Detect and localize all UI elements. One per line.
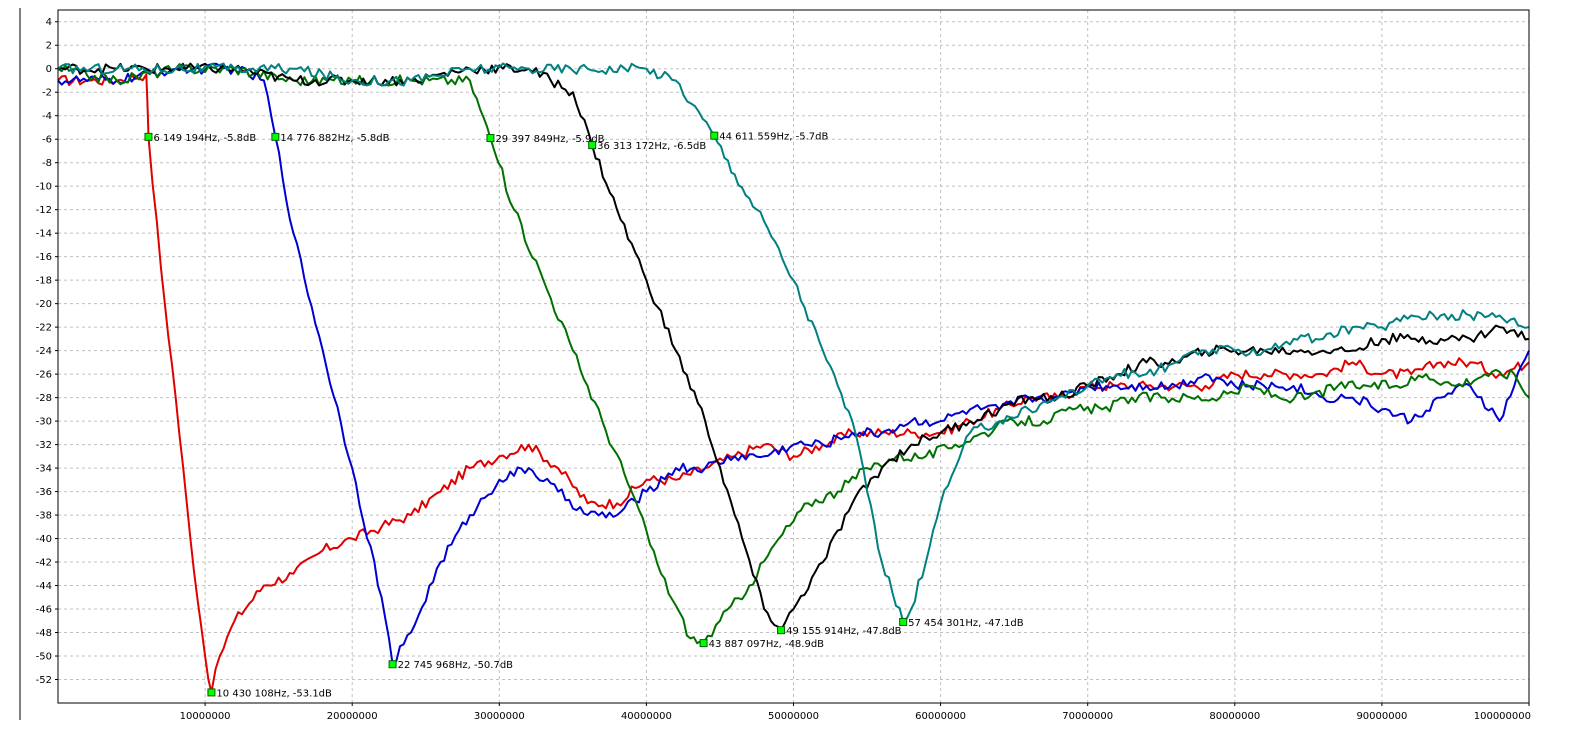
y-tick-label: 0 <box>46 64 52 75</box>
y-tick-label: -40 <box>36 534 52 545</box>
marker-point <box>271 132 280 141</box>
series-lines <box>57 62 1530 694</box>
x-tick-label: 10000000 <box>180 711 231 722</box>
y-tick-label: -42 <box>36 558 52 569</box>
marker-label: 44 611 559Hz, -5.7dB <box>719 132 828 143</box>
series-line-5 <box>57 62 1530 623</box>
x-tick-label: 20000000 <box>327 711 378 722</box>
marker-point <box>207 688 216 697</box>
y-tick-label: -12 <box>36 205 52 216</box>
y-tick-label: -18 <box>36 276 52 287</box>
y-tick-label: -32 <box>36 440 52 451</box>
x-axis-tick-labels: 10000000 20000000 30000000 40000000 50000000… <box>180 703 1531 722</box>
y-tick-label: -44 <box>36 581 52 592</box>
marker-label: 49 155 914Hz, -47.8dB <box>786 626 902 637</box>
plot-frame <box>57 9 1530 704</box>
marker-label: 22 745 968Hz, -50.7dB <box>398 660 514 671</box>
y-tick-label: -50 <box>36 652 52 663</box>
y-tick-label: -52 <box>36 675 52 686</box>
y-tick-label: -30 <box>36 417 52 428</box>
y-tick-label: -8 <box>42 158 52 169</box>
y-tick-label: 4 <box>46 17 52 28</box>
y-tick-label: -6 <box>42 135 52 146</box>
y-tick-label: -46 <box>36 605 52 616</box>
x-tick-label: 30000000 <box>474 711 525 722</box>
marker-point <box>699 639 708 648</box>
x-tick-label: 90000000 <box>1356 711 1407 722</box>
marker-label: 14 776 882Hz, -5.8dB <box>280 133 389 144</box>
marker-label: 57 454 301Hz, -47.1dB <box>908 618 1024 629</box>
marker-label: 36 313 172Hz, -6.5dB <box>597 141 706 152</box>
marker-point <box>588 141 597 150</box>
y-tick-label: -14 <box>36 229 52 240</box>
y-tick-label: -36 <box>36 487 52 498</box>
x-tick-label: 80000000 <box>1209 711 1260 722</box>
marker-label: 10 430 108Hz, -53.1dB <box>216 688 332 699</box>
x-tick-label: 70000000 <box>1062 711 1113 722</box>
marker-point <box>899 617 908 626</box>
y-tick-label: -34 <box>36 464 52 475</box>
y-tick-label: -26 <box>36 370 52 381</box>
y-tick-label: -10 <box>36 182 52 193</box>
marker-label: 29 397 849Hz, -5.9dB <box>495 134 604 145</box>
marker-label: 6 149 194Hz, -5.8dB <box>153 133 256 144</box>
series-line-4 <box>57 62 1530 632</box>
x-tick-label: 100000000 <box>1474 711 1531 722</box>
y-axis-tick-labels: 4 2 0 -2 -4 -6 -8 -10 -12 -14 -16 -18 -20 -22 -24 -26 -2… <box>36 17 58 686</box>
grid-lines <box>58 10 1530 703</box>
y-tick-label: 2 <box>46 41 52 52</box>
series-line-2 <box>57 62 1530 666</box>
y-tick-label: -28 <box>36 393 52 404</box>
y-tick-label: -48 <box>36 628 52 639</box>
x-tick-label: 60000000 <box>915 711 966 722</box>
y-tick-label: -38 <box>36 511 52 522</box>
series-line-1 <box>57 73 1530 694</box>
y-tick-label: -16 <box>36 252 52 263</box>
marker-point <box>777 626 786 635</box>
y-tick-label: -4 <box>42 111 52 122</box>
marker-label: 43 887 097Hz, -48.9dB <box>709 639 825 650</box>
marker-point <box>388 660 397 669</box>
marker-point <box>710 131 719 140</box>
y-tick-label: -24 <box>36 346 52 357</box>
y-tick-label: -22 <box>36 323 52 334</box>
marker-point <box>486 134 495 143</box>
x-tick-label: 40000000 <box>621 711 672 722</box>
y-tick-label: -20 <box>36 299 52 310</box>
x-tick-label: 50000000 <box>768 711 819 722</box>
cursor-markers: 6 149 194Hz, -5.8dB 14 776 882Hz, -5.8dB 2… <box>144 131 1024 699</box>
y-tick-label: -2 <box>42 88 52 99</box>
marker-point <box>144 132 153 141</box>
